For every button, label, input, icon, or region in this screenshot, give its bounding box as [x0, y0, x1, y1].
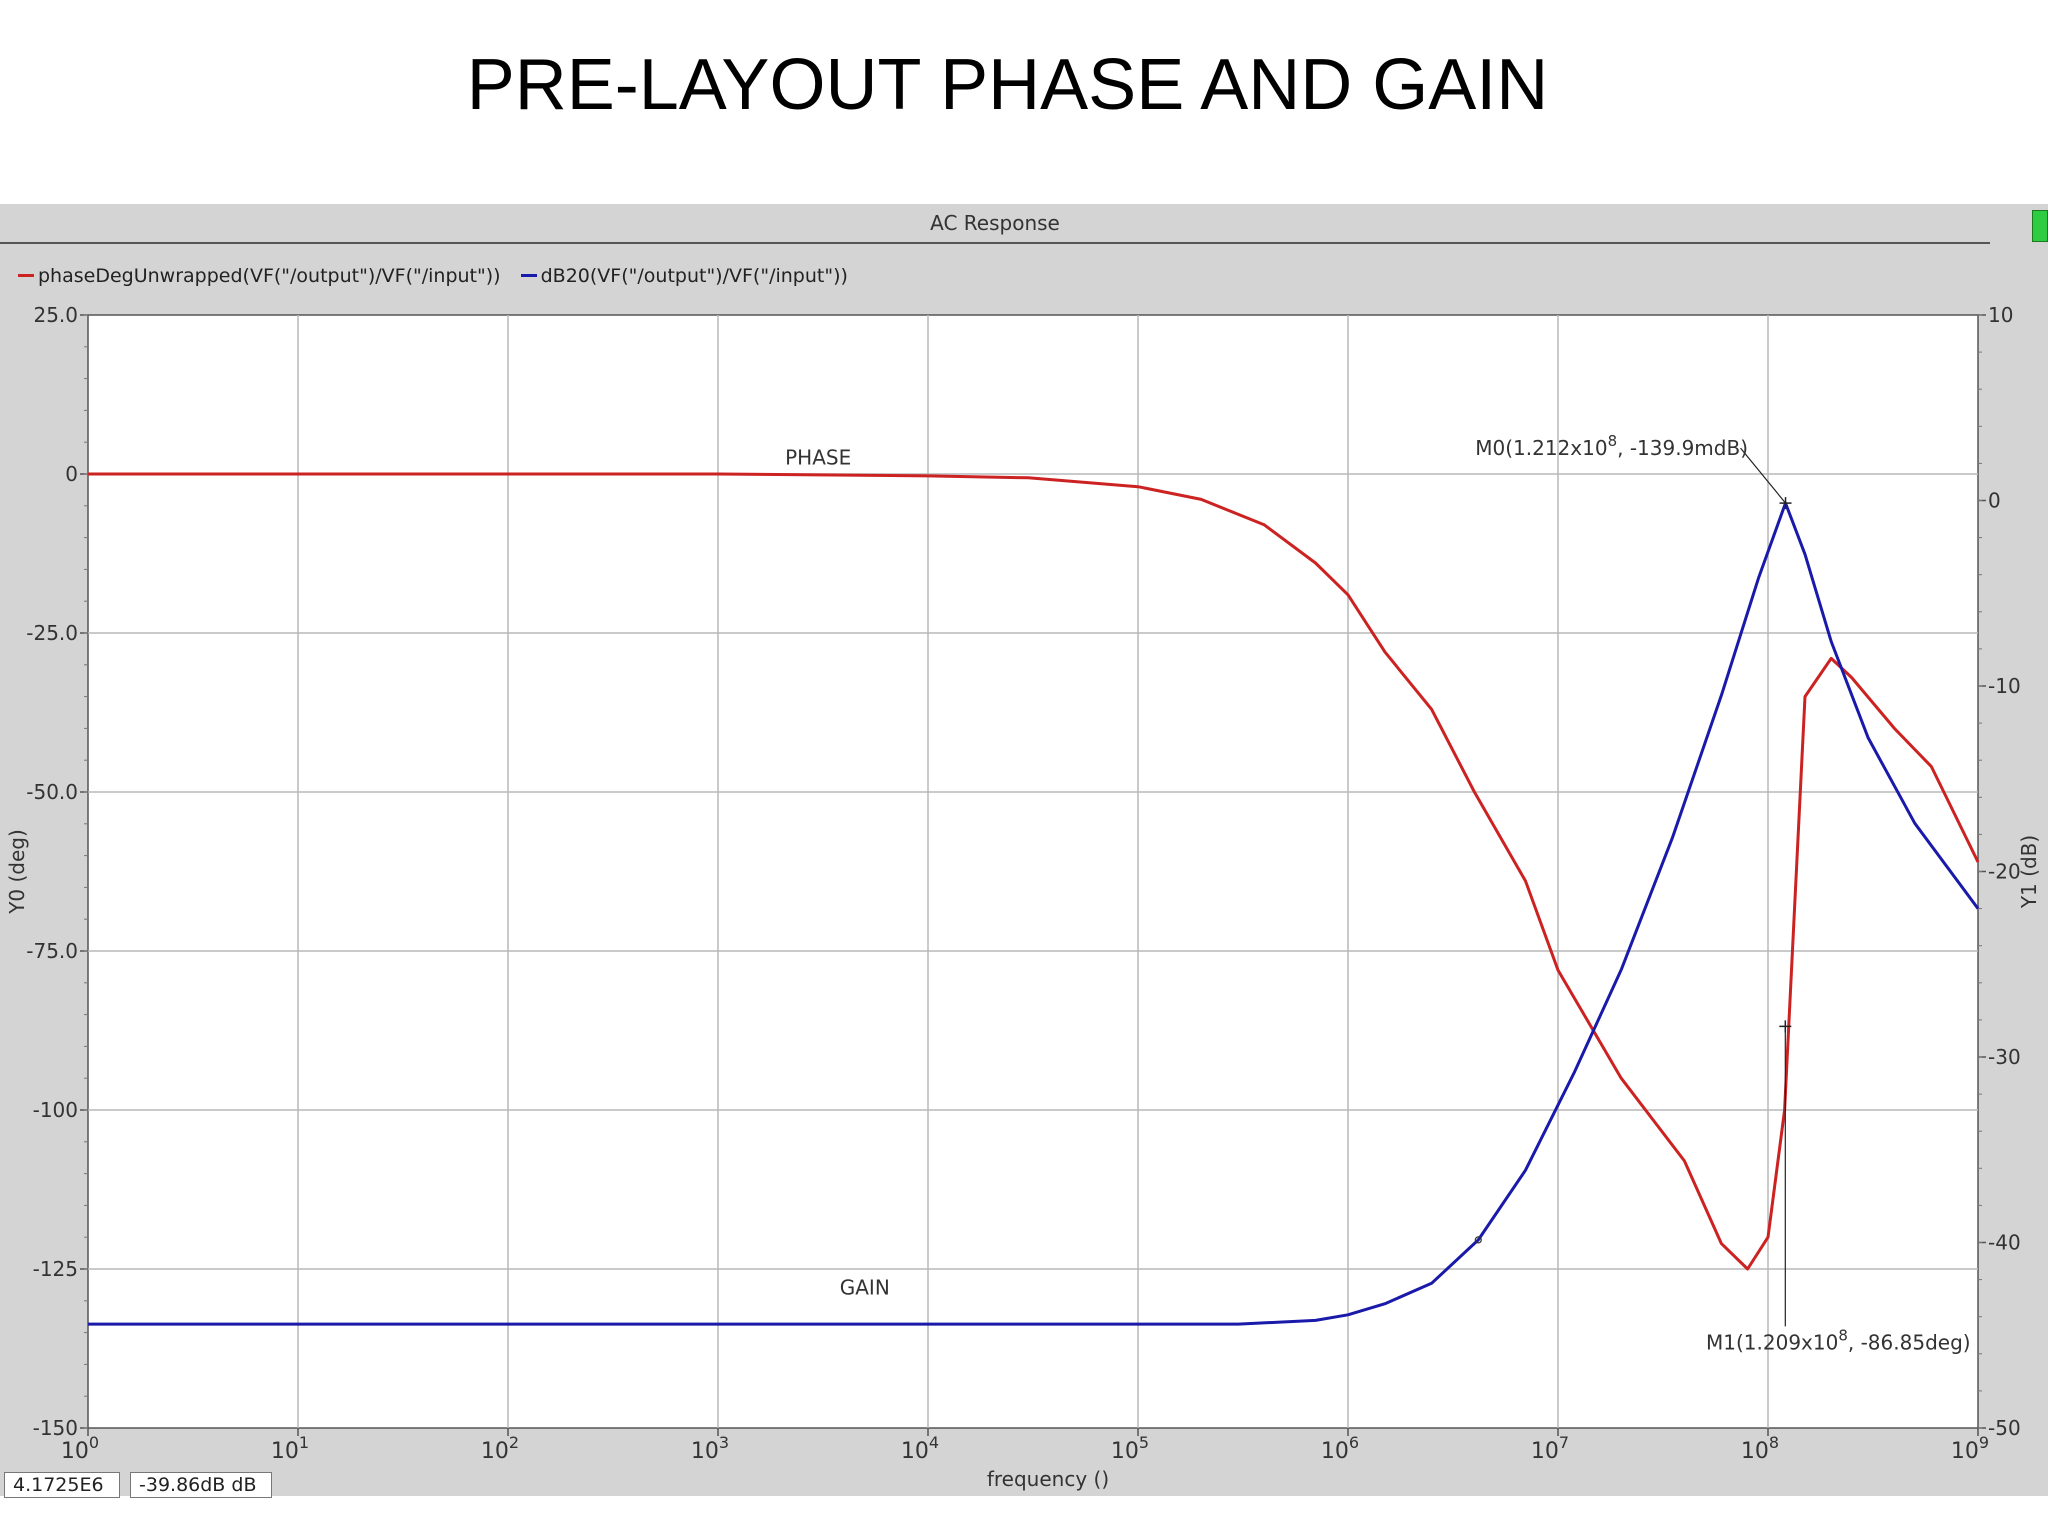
- y1-tick-label: -10: [1988, 674, 2021, 698]
- x-readout[interactable]: 4.1725E6: [4, 1472, 120, 1498]
- legend-label-gain: dB20(VF("/output")/VF("/input")): [540, 264, 848, 287]
- y1-tick-label: -40: [1988, 1231, 2021, 1255]
- x-tick-label: 102: [481, 1433, 519, 1464]
- y1-tick-label: -50: [1988, 1416, 2021, 1440]
- marker-m1-label: M1(1.209x108, -86.85deg): [1706, 1326, 1971, 1354]
- ac-response-plot[interactable]: 100 101 102 103 104 105 106 107 108 10925.00-25.0…: [0, 204, 2048, 1496]
- x-tick-label: 105: [1111, 1433, 1149, 1464]
- x-tick-label: 106: [1321, 1433, 1359, 1464]
- y-readout[interactable]: -39.86dB dB: [130, 1472, 272, 1498]
- legend-label-phase: phaseDegUnwrapped(VF("/output")/VF("/inp…: [38, 264, 501, 287]
- y0-tick-label: -100: [33, 1098, 78, 1122]
- x-tick-label: 107: [1531, 1433, 1569, 1464]
- y1-axis-label: Y1 (dB): [2017, 835, 2041, 909]
- legend-item-phase[interactable]: phaseDegUnwrapped(VF("/output")/VF("/inp…: [18, 265, 501, 287]
- slide-title: PRE-LAYOUT PHASE AND GAIN: [466, 45, 1549, 125]
- y0-tick-label: -25.0: [26, 621, 78, 645]
- x-tick-label: 101: [271, 1433, 309, 1464]
- plot-area: [87, 314, 1979, 1429]
- legend-swatch-phase: [18, 274, 34, 277]
- y1-tick-label: 10: [1988, 303, 2013, 327]
- y0-tick-label: 0: [65, 462, 78, 486]
- x-tick-label: 109: [1951, 1433, 1989, 1464]
- readout-point-marker: [1474, 1236, 1482, 1244]
- x-tick-label: 108: [1741, 1433, 1779, 1464]
- y0-tick-label: -75.0: [26, 939, 78, 963]
- gain-series-line: [88, 501, 1980, 1326]
- ac-response-window: AC Response phaseDegUnwrapped(VF("/outpu…: [0, 204, 2048, 1498]
- y1-tick-label: -30: [1988, 1045, 2021, 1069]
- y0-tick-label: -150: [33, 1416, 78, 1440]
- x-tick-label: 103: [691, 1433, 729, 1464]
- curve-label-phase: PHASE: [785, 445, 851, 469]
- y0-tick-label: -50.0: [26, 780, 78, 804]
- phase-series-line: [88, 472, 1980, 1271]
- marker-m0-leader: [1740, 447, 1786, 504]
- x-axis-label: frequency (): [987, 1467, 1109, 1491]
- legend: phaseDegUnwrapped(VF("/output")/VF("/inp…: [18, 260, 862, 287]
- curve-label-gain: GAIN: [840, 1275, 890, 1299]
- y1-tick-label: -20: [1988, 860, 2021, 884]
- marker-m0-label: M0(1.212x108, -139.9mdB): [1475, 432, 1748, 460]
- y0-tick-label: 25.0: [33, 303, 78, 327]
- legend-item-gain[interactable]: dB20(VF("/output")/VF("/input")): [520, 264, 848, 287]
- x-tick-label: 104: [901, 1433, 939, 1464]
- y0-tick-label: -125: [33, 1257, 78, 1281]
- y0-axis-label: Y0 (deg): [5, 829, 29, 915]
- window-title: AC Response: [0, 204, 1990, 244]
- legend-swatch-gain: [520, 274, 537, 277]
- x-tick-label: 100: [61, 1433, 99, 1464]
- y1-tick-label: 0: [1988, 489, 2001, 513]
